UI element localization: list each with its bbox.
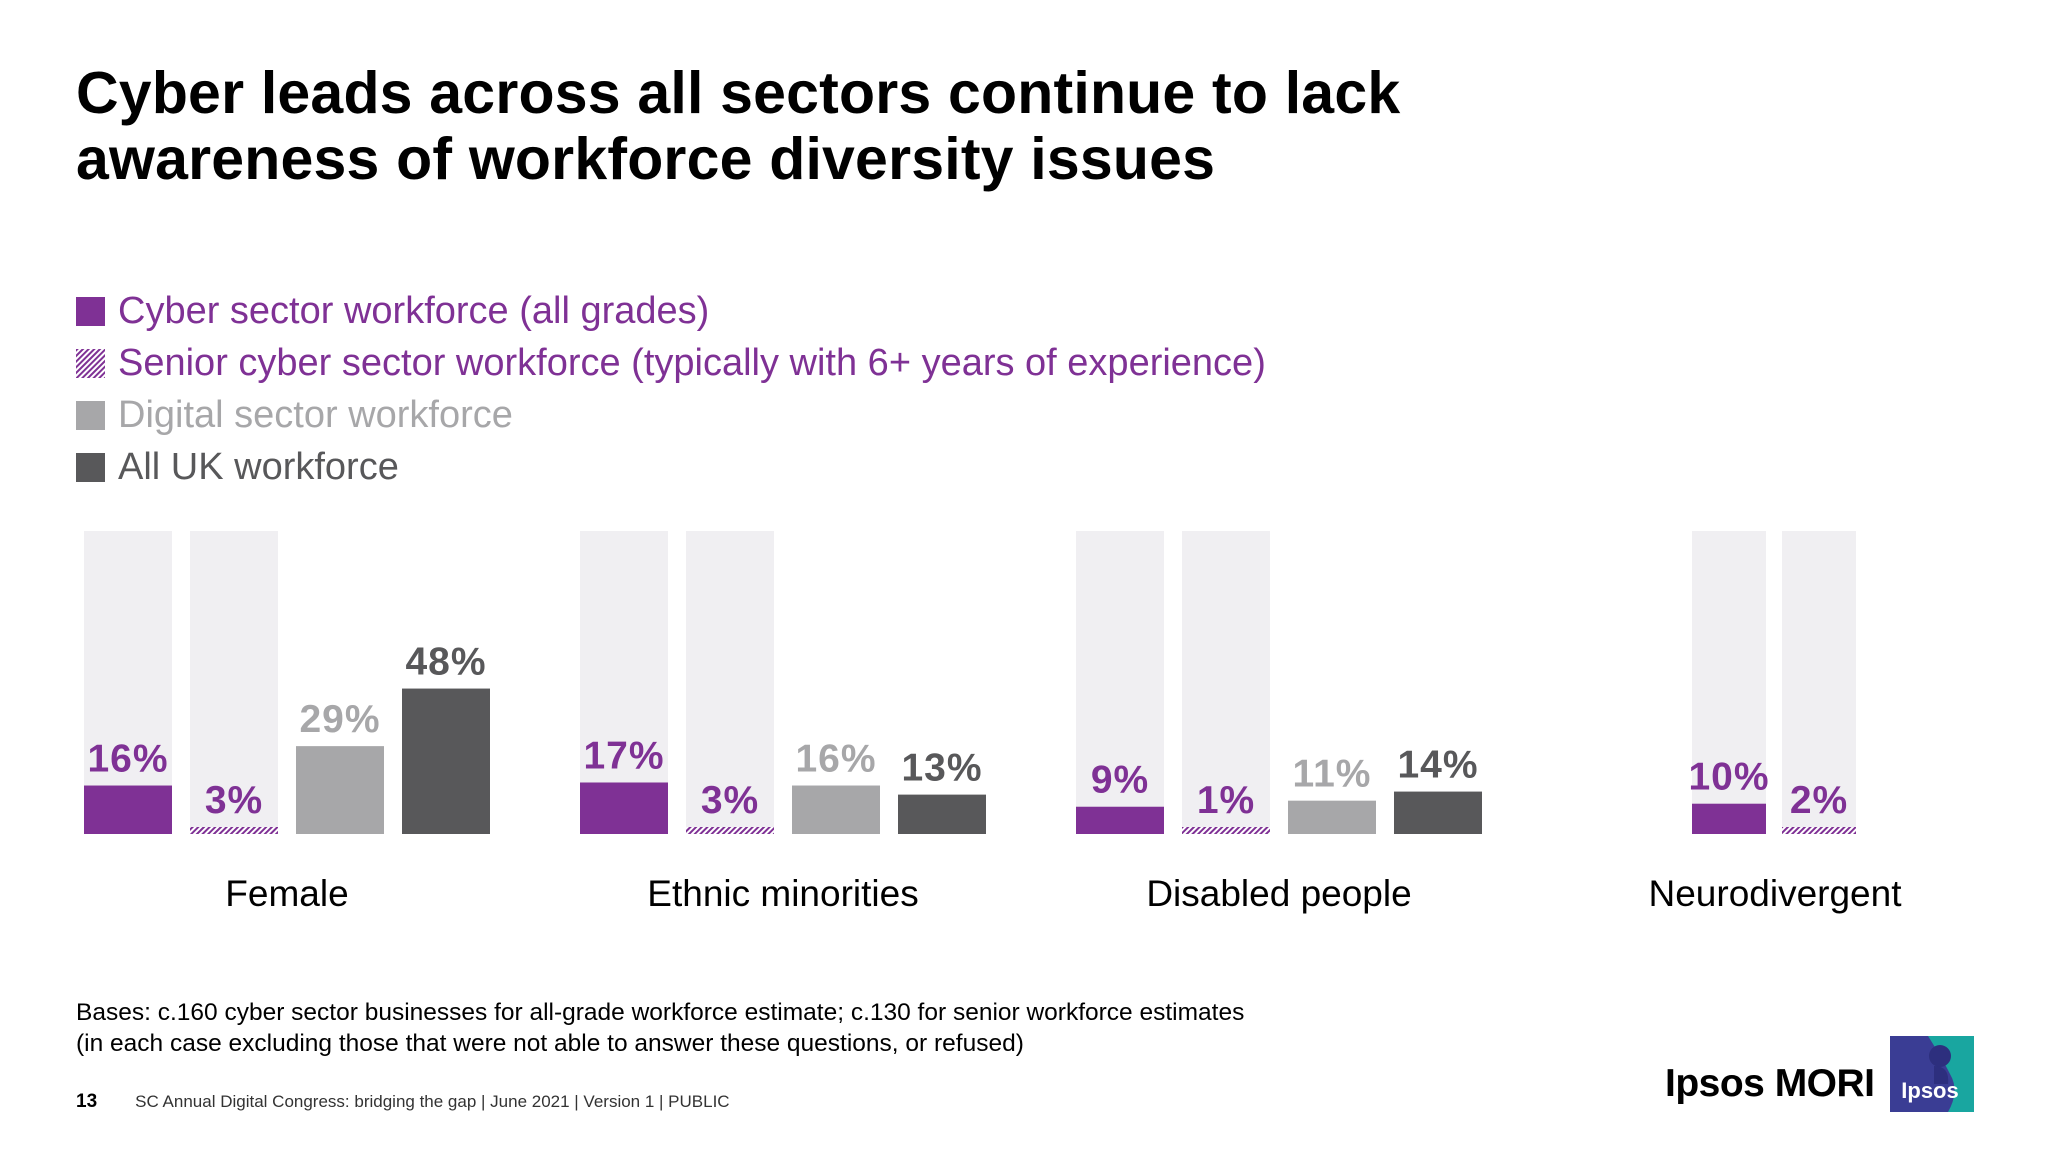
- bar-track: [1692, 531, 1766, 834]
- chart-legend: Cyber sector workforce (all grades) Seni…: [76, 285, 1266, 493]
- footer-text: SC Annual Digital Congress: bridging the…: [135, 1092, 730, 1111]
- data-label: 17%: [583, 734, 664, 777]
- legend-swatch-cyber-all: [76, 296, 105, 326]
- category-label: Ethnic minorities: [647, 873, 918, 914]
- bar-track: [190, 531, 278, 834]
- bar-ethnic-minorities-series-4: [898, 794, 986, 834]
- bar-disabled-people-series-2: [1182, 827, 1270, 834]
- data-label: 14%: [1397, 744, 1478, 787]
- bar-disabled-people-series-1: [1076, 806, 1164, 834]
- bar-female-series-1: [84, 785, 172, 834]
- bar-track: [686, 531, 774, 834]
- data-label: 3%: [205, 779, 263, 822]
- bar-track: [1782, 531, 1856, 834]
- legend-item-digital: Digital sector workforce: [76, 389, 1266, 441]
- legend-label-digital: Digital sector workforce: [118, 394, 513, 436]
- bases-note: Bases: c.160 cyber sector businesses for…: [76, 997, 1244, 1059]
- legend-swatch-digital: [76, 400, 105, 430]
- bar-female-series-2: [190, 827, 278, 834]
- data-label: 11%: [1293, 753, 1372, 796]
- bar-neurodivergent-series-2: [1782, 827, 1856, 834]
- data-label: 3%: [701, 779, 759, 822]
- data-label: 48%: [405, 641, 486, 684]
- bar-track: [1182, 531, 1270, 834]
- bar-disabled-people-series-4: [1394, 791, 1482, 834]
- bar-disabled-people-series-3: [1288, 800, 1376, 834]
- bases-line-1: Bases: c.160 cyber sector businesses for…: [76, 999, 1245, 1026]
- footer: 13 SC Annual Digital Congress: bridging …: [76, 1091, 730, 1113]
- category-label: Neurodivergent: [1649, 873, 1903, 914]
- category-label: Female: [225, 873, 348, 914]
- data-label: 10%: [1688, 756, 1769, 799]
- legend-item-cyber-senior: Senior cyber sector workforce (typically…: [76, 337, 1266, 389]
- bar-female-series-3: [296, 746, 384, 834]
- data-label: 2%: [1790, 779, 1848, 822]
- brand-name: Ipsos MORI: [1665, 1062, 1875, 1105]
- data-label: 16%: [87, 738, 168, 781]
- bar-ethnic-minorities-series-3: [792, 785, 880, 834]
- legend-swatch-cyber-senior: [76, 348, 105, 378]
- bar-ethnic-minorities-series-1: [580, 782, 668, 834]
- bar-neurodivergent-series-1: [1692, 803, 1766, 834]
- legend-item-cyber-all: Cyber sector workforce (all grades): [76, 285, 1266, 337]
- data-label: 16%: [795, 738, 876, 781]
- bar-ethnic-minorities-series-2: [686, 827, 774, 834]
- legend-label-cyber-all: Cyber sector workforce (all grades): [118, 290, 710, 332]
- legend-label-uk: All UK workforce: [118, 446, 399, 488]
- bar-female-series-4: [402, 688, 490, 834]
- logo-wordmark: Ipsos: [1901, 1078, 1958, 1103]
- legend-swatch-uk: [76, 452, 105, 482]
- bar-track: [84, 531, 172, 834]
- data-label: 13%: [901, 747, 982, 790]
- category-label: Disabled people: [1146, 873, 1411, 914]
- legend-label-cyber-senior: Senior cyber sector workforce (typically…: [118, 342, 1266, 384]
- legend-item-uk: All UK workforce: [76, 441, 1266, 493]
- ipsos-logo-icon: Ipsos: [1890, 1036, 1974, 1112]
- bases-line-2: (in each case excluding those that were …: [76, 1030, 1024, 1057]
- bar-track: [1076, 531, 1164, 834]
- data-label: 9%: [1091, 759, 1149, 802]
- data-label: 1%: [1197, 779, 1255, 822]
- page-title: Cyber leads across all sectors continue …: [76, 60, 1401, 192]
- data-label: 29%: [299, 698, 380, 741]
- page-number: 13: [76, 1091, 98, 1112]
